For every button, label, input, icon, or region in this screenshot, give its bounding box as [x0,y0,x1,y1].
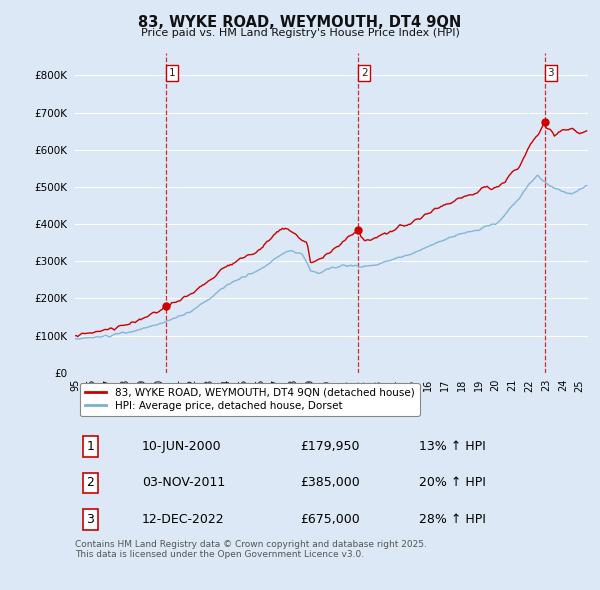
Text: 3: 3 [86,513,94,526]
Text: 20% ↑ HPI: 20% ↑ HPI [419,476,485,489]
Text: £675,000: £675,000 [301,513,361,526]
Text: 83, WYKE ROAD, WEYMOUTH, DT4 9QN: 83, WYKE ROAD, WEYMOUTH, DT4 9QN [139,15,461,30]
Text: 2: 2 [361,68,367,78]
Text: 10-JUN-2000: 10-JUN-2000 [142,440,221,453]
Text: 3: 3 [548,68,554,78]
Text: £385,000: £385,000 [301,476,361,489]
Text: 28% ↑ HPI: 28% ↑ HPI [419,513,485,526]
Text: £179,950: £179,950 [301,440,360,453]
Text: Contains HM Land Registry data © Crown copyright and database right 2025.
This d: Contains HM Land Registry data © Crown c… [75,540,427,559]
Text: 03-NOV-2011: 03-NOV-2011 [142,476,225,489]
Text: 12-DEC-2022: 12-DEC-2022 [142,513,224,526]
Text: 1: 1 [86,440,94,453]
Text: 2: 2 [86,476,94,489]
Text: 13% ↑ HPI: 13% ↑ HPI [419,440,485,453]
Text: Price paid vs. HM Land Registry's House Price Index (HPI): Price paid vs. HM Land Registry's House … [140,28,460,38]
Legend: 83, WYKE ROAD, WEYMOUTH, DT4 9QN (detached house), HPI: Average price, detached : 83, WYKE ROAD, WEYMOUTH, DT4 9QN (detach… [80,383,419,416]
Text: 1: 1 [169,68,176,78]
